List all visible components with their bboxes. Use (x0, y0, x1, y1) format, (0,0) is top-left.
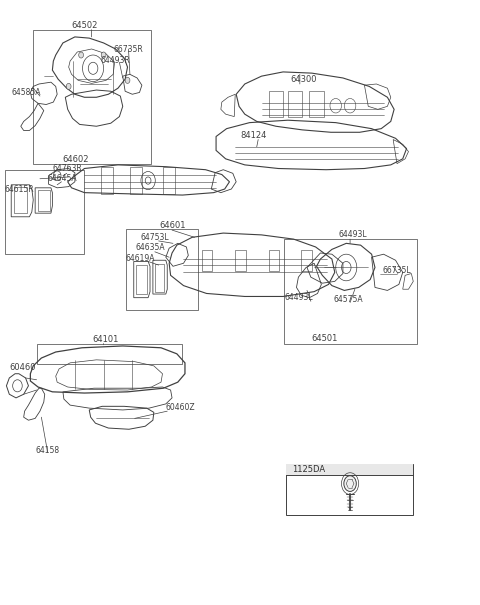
Bar (301, 250, 312, 271)
Text: 64645A: 64645A (48, 174, 77, 183)
Text: 64300: 64300 (290, 75, 317, 84)
Bar (310, 91, 324, 117)
Bar (235, 250, 246, 271)
Text: 64158: 64158 (35, 446, 59, 454)
Bar (269, 250, 279, 271)
Text: 64615R: 64615R (4, 185, 34, 194)
Bar (287, 464, 413, 515)
Bar (287, 464, 413, 474)
Bar (126, 229, 198, 310)
Bar (14, 186, 27, 213)
Bar (38, 190, 49, 211)
Circle shape (101, 52, 106, 58)
Circle shape (125, 77, 130, 83)
Circle shape (344, 476, 356, 491)
Text: 64585A: 64585A (11, 88, 41, 97)
Text: 64501: 64501 (312, 334, 338, 343)
Bar (36, 344, 181, 364)
Text: 64602: 64602 (62, 155, 88, 164)
Text: 64493L: 64493L (338, 230, 367, 239)
Bar (288, 91, 302, 117)
Text: 64493R: 64493R (100, 56, 130, 65)
Text: 60460: 60460 (9, 363, 36, 372)
Text: 64763R: 64763R (52, 165, 82, 173)
Text: 64619A: 64619A (125, 254, 155, 263)
Bar (136, 265, 147, 294)
Bar (155, 264, 164, 292)
Text: 64101: 64101 (93, 335, 119, 344)
Text: 64635A: 64635A (136, 243, 165, 252)
Text: 64575A: 64575A (333, 295, 363, 304)
Text: 1125DA: 1125DA (292, 465, 325, 474)
Bar (202, 250, 212, 271)
Bar (5, 170, 84, 254)
Text: 64493L: 64493L (284, 293, 312, 302)
Circle shape (66, 83, 71, 90)
Text: 64601: 64601 (159, 221, 186, 230)
Bar (101, 167, 113, 194)
Text: 64753L: 64753L (141, 233, 169, 242)
Bar (130, 167, 142, 194)
Circle shape (79, 52, 84, 58)
Text: 66735L: 66735L (383, 266, 411, 275)
Text: 84124: 84124 (240, 131, 266, 140)
Bar (163, 167, 175, 194)
Bar (269, 91, 283, 117)
Bar (284, 239, 417, 344)
Text: 60460Z: 60460Z (166, 404, 195, 413)
Text: 66735R: 66735R (114, 45, 144, 54)
Text: 64502: 64502 (72, 21, 98, 30)
Bar (33, 30, 152, 164)
